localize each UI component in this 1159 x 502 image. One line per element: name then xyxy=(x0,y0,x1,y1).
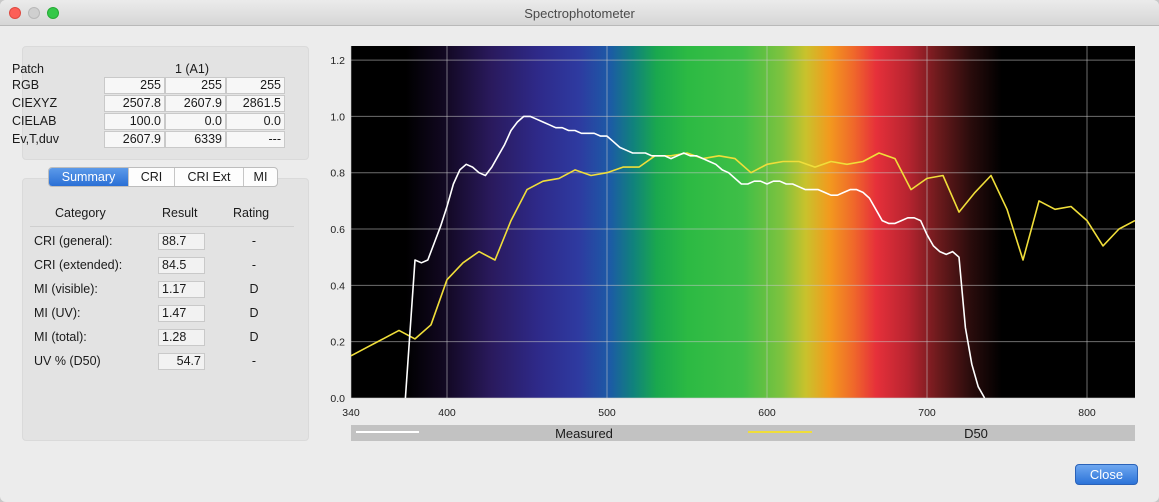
cri-general-label: CRI (general): xyxy=(34,234,113,248)
y-tick-label: 1.0 xyxy=(330,111,345,123)
spectrum-chart-svg: 340 400 500 600 700 8000.00.20.40.60.81.01.2 … xyxy=(330,46,1136,441)
mi-uv-rating: D xyxy=(249,306,259,320)
uv-d50-rating: - xyxy=(251,354,257,368)
ciexyz-label: CIEXYZ xyxy=(12,96,58,110)
minimize-window-icon[interactable] xyxy=(28,7,40,19)
mi-total-result: 1.28 xyxy=(158,329,205,346)
uv-d50-label: UV % (D50) xyxy=(34,354,101,368)
cri-general-result: 88.7 xyxy=(158,233,205,250)
cri-extended-rating: - xyxy=(251,258,257,272)
t-value: 6339 xyxy=(165,131,226,148)
mi-total-rating: D xyxy=(249,330,259,344)
ev-t-duv-label: Ev,T,duv xyxy=(12,132,60,146)
x-tick-label: 500 xyxy=(598,407,616,419)
y-tick-label: 0.8 xyxy=(330,168,345,180)
cri-extended-result: 84.5 xyxy=(158,257,205,274)
legend-measured-label: Measured xyxy=(555,426,613,441)
tab-summary[interactable]: Summary xyxy=(49,168,129,186)
close-window-icon[interactable] xyxy=(9,7,21,19)
rgb-g-value: 255 xyxy=(165,77,226,94)
x-tick-label: 340 xyxy=(342,407,360,419)
y-tick-label: 0.6 xyxy=(330,224,345,236)
series-line-d50 xyxy=(350,152,1136,357)
y-tick-label: 0.4 xyxy=(330,280,345,292)
ciexyz-z-value: 2861.5 xyxy=(226,95,285,112)
rating-header: Rating xyxy=(233,206,270,220)
zoom-window-icon[interactable] xyxy=(47,7,59,19)
patch-label: Patch xyxy=(12,62,44,76)
duv-value: --- xyxy=(226,131,285,148)
series-layer xyxy=(350,115,1136,399)
uv-d50-result: 54.7 xyxy=(158,353,205,370)
rgb-b-value: 255 xyxy=(226,77,285,94)
tab-cri[interactable]: CRI xyxy=(129,168,175,186)
title-bar: Spectrophotometer xyxy=(0,0,1159,26)
cielab-label: CIELAB xyxy=(12,114,57,128)
spectrum-background xyxy=(351,46,1135,398)
legend-d50-label: D50 xyxy=(964,426,988,441)
ciexyz-y-value: 2607.9 xyxy=(165,95,226,112)
mi-uv-label: MI (UV): xyxy=(34,306,81,320)
mi-uv-result: 1.47 xyxy=(158,305,205,322)
ciexyz-x-value: 2507.8 xyxy=(104,95,165,112)
mi-visible-rating: D xyxy=(249,282,259,296)
x-tick-label: 700 xyxy=(918,407,936,419)
tab-cri-ext[interactable]: CRI Ext xyxy=(175,168,244,186)
x-tick-label: 600 xyxy=(758,407,776,419)
patch-value: 1 (A1) xyxy=(174,62,210,76)
rgb-r-value: 255 xyxy=(104,77,165,94)
result-header: Result xyxy=(162,206,198,220)
cielab-b-value: 0.0 xyxy=(226,113,285,130)
category-header: Category xyxy=(55,206,106,220)
tab-mi[interactable]: MI xyxy=(253,170,268,184)
y-tick-label: 1.2 xyxy=(330,55,345,67)
mi-visible-label: MI (visible): xyxy=(34,282,98,296)
legend-bar xyxy=(351,425,1135,441)
x-tick-label: 800 xyxy=(1078,407,1096,419)
window-title: Spectrophotometer xyxy=(524,6,635,21)
ev-value: 2607.9 xyxy=(104,131,165,148)
tick-layer: 340 400 500 600 700 800 0.0 0.2 0.4 0.6 0.8 1.0 1.2 xyxy=(330,55,1096,419)
y-tick-label: 0.0 xyxy=(330,393,345,405)
cielab-a-value: 0.0 xyxy=(165,113,226,130)
x-tick-label: 400 xyxy=(438,407,456,419)
header-divider xyxy=(30,226,294,227)
tab-bar: Summary CRI CRI Ext MI xyxy=(48,167,278,187)
mi-total-label: MI (total): xyxy=(34,330,87,344)
series-line-measured xyxy=(404,115,986,399)
rgb-label: RGB xyxy=(12,78,40,92)
cielab-l-value: 100.0 xyxy=(104,113,165,130)
cri-general-rating: - xyxy=(251,234,257,248)
mi-visible-result: 1.17 xyxy=(158,281,205,298)
y-tick-label: 0.2 xyxy=(330,337,345,349)
close-button[interactable]: Close xyxy=(1075,464,1138,485)
cri-extended-label: CRI (extended): xyxy=(34,258,123,272)
spectrum-chart: 340 400 500 600 700 800 0.0 0.2 0.4 0.6 0.8 1.0 1.2 … xyxy=(316,40,1146,445)
